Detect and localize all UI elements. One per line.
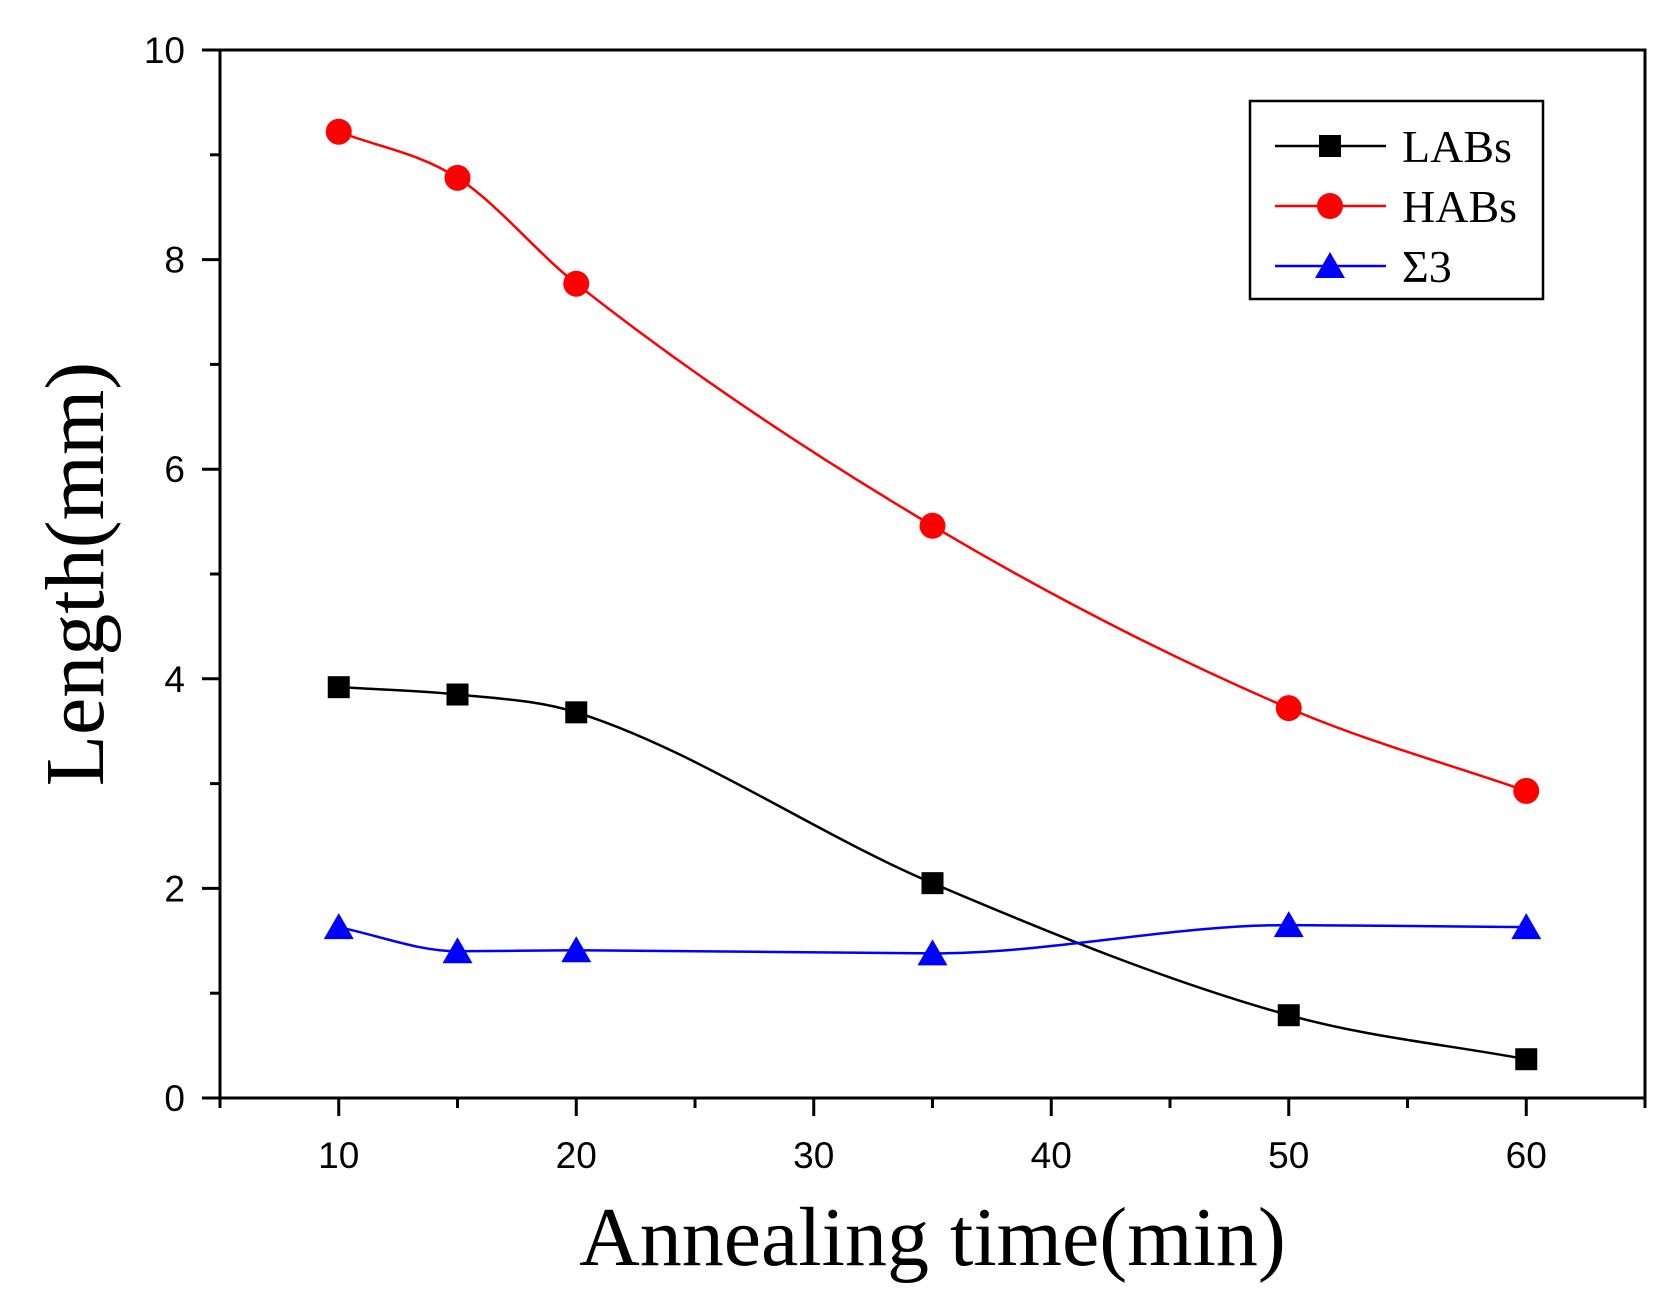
data-point-triangle [917, 939, 948, 966]
data-point-square [1277, 1004, 1300, 1027]
x-tick-label: 30 [793, 1135, 834, 1176]
tick-labels: 10 20 30 40 50 60 0 2 4 6 8 10 [144, 30, 1547, 1176]
y-tick-label: 6 [164, 449, 185, 490]
series-layer [323, 118, 1542, 1071]
data-point-triangle [561, 936, 592, 963]
legend-label: Σ3 [1402, 241, 1452, 292]
data-point-square [921, 872, 944, 895]
series-1 [325, 118, 1540, 804]
legend: LABs HABs Σ3 [1248, 99, 1545, 301]
y-tick-label: 4 [164, 659, 185, 700]
data-point-triangle [323, 913, 354, 940]
y-tick-label: 10 [144, 30, 185, 71]
legend-entry: HABs [1275, 181, 1517, 232]
legend-marker [1319, 135, 1341, 157]
legend-entries: LABs HABs Σ3 [1275, 121, 1517, 292]
y-axis-title: Length(mm) [29, 362, 122, 787]
data-point-circle [1513, 777, 1540, 804]
data-point-square [446, 683, 469, 706]
data-point-square [327, 676, 350, 699]
y-tick-label: 0 [164, 1078, 185, 1119]
data-point-circle [563, 270, 590, 297]
x-tick-label: 60 [1506, 1135, 1547, 1176]
x-tick-label: 50 [1268, 1135, 1309, 1176]
series-2 [323, 911, 1542, 966]
x-tick-label: 20 [556, 1135, 597, 1176]
y-tick-label: 2 [164, 868, 185, 909]
x-tick-label: 40 [1031, 1135, 1072, 1176]
x-axis-title: Annealing time(min) [579, 1191, 1286, 1284]
data-point-square [1515, 1048, 1538, 1071]
series-0 [327, 676, 1538, 1071]
data-point-square [565, 701, 588, 724]
data-point-circle [325, 118, 352, 145]
data-point-circle [444, 164, 471, 191]
y-tick-label: 8 [164, 240, 185, 281]
legend-entry: Σ3 [1275, 241, 1452, 292]
legend-marker [1317, 193, 1343, 219]
legend-marker [1315, 252, 1345, 278]
data-point-triangle [1273, 911, 1304, 938]
data-point-triangle [442, 937, 473, 964]
data-point-triangle [1511, 913, 1542, 940]
data-point-circle [919, 512, 946, 539]
data-point-circle [1275, 695, 1302, 722]
legend-entry: LABs [1275, 121, 1512, 172]
axis-ticks [202, 48, 1647, 1116]
legend-label: HABs [1402, 181, 1517, 232]
x-tick-label: 10 [318, 1135, 359, 1176]
legend-label: LABs [1402, 121, 1512, 172]
